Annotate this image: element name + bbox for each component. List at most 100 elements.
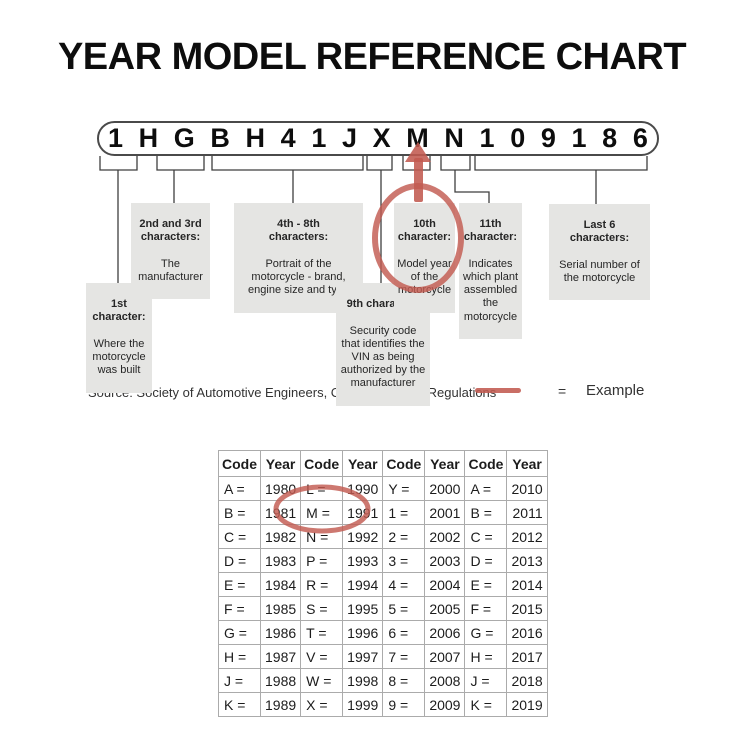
callout-body: Where the motorcycle was built: [92, 337, 146, 377]
example-label: Example: [586, 382, 645, 399]
callout-11th-character: 11th character: Indicates which plant as…: [459, 203, 522, 339]
table-cell: 1984: [259, 572, 302, 597]
table-body: A = 1980 L = 1990 Y = 2000 A = 2010 B = 1981 M = 19…: [218, 476, 548, 717]
equals-sign: =: [558, 383, 567, 399]
vin-character: 1: [108, 123, 124, 153]
table-cell: M =: [300, 500, 344, 525]
vin-character: J: [341, 123, 358, 153]
vin-character: 4: [280, 123, 296, 153]
table-cell: 1992: [342, 524, 384, 549]
vin-character: B: [210, 123, 230, 153]
table-cell: 1985: [259, 596, 302, 621]
table-cell: 2005: [424, 596, 466, 621]
callout-heading: 4th - 8th characters:: [268, 218, 329, 244]
table-cell: 2012: [506, 524, 548, 549]
table-cell: 2016: [506, 620, 548, 645]
callout-heading: 2nd and 3rd characters:: [139, 218, 202, 244]
table-cell: R =: [300, 572, 344, 597]
callout-10th-character: 10th character: Model year of the motorc…: [394, 203, 455, 313]
vin-character: 1: [479, 123, 495, 153]
table-cell: L =: [300, 476, 344, 501]
table-cell: 1 =: [382, 500, 426, 525]
table-cell: 1997: [342, 644, 384, 669]
table-cell: F =: [218, 596, 261, 621]
table-cell: A =: [464, 476, 508, 501]
table-cell: 1994: [342, 572, 384, 597]
table-cell: 2007: [424, 644, 466, 669]
highlight-arrow-stem: [414, 158, 423, 202]
vin-character: M: [406, 123, 429, 153]
table-cell: X =: [300, 692, 344, 717]
table-cell: E =: [218, 572, 261, 597]
callout-heading: 1st character:: [92, 298, 146, 324]
table-cell: G =: [218, 620, 261, 645]
table-cell: 2018: [506, 668, 548, 693]
table-cell: 1989: [259, 692, 302, 717]
table-cell: 1996: [342, 620, 384, 645]
callout-body: Security code that identifies the VIN as…: [340, 324, 426, 390]
callout-body: Model year of the motorcycle: [397, 257, 452, 297]
callout-2nd-3rd-characters: 2nd and 3rd characters: The manufacturer: [131, 203, 210, 300]
table-cell: W =: [300, 668, 344, 693]
table-header-cell: Year: [424, 450, 466, 477]
table-cell: 1980: [259, 476, 302, 501]
table-row: F = 1985 S = 1995 5 = 2005 F = 2015: [218, 596, 548, 621]
table-row: H = 1987 V = 1997 7 = 2007 H = 2017: [218, 644, 548, 669]
table-cell: 2019: [506, 692, 548, 717]
callout-body: Serial number of the motorcycle: [559, 258, 640, 284]
table-cell: 2013: [506, 548, 548, 573]
callout-heading: 10th character:: [397, 218, 452, 244]
table-row: K = 1989 X = 1999 9 = 2009 K = 2019: [218, 692, 548, 717]
table-header-cell: Code: [382, 450, 426, 477]
vin-character: G: [173, 123, 195, 153]
table-cell: 4 =: [382, 572, 426, 597]
table-cell: A =: [218, 476, 261, 501]
table-cell: B =: [464, 500, 508, 525]
table-head: Code Year Code Year Code Year Code Year: [218, 450, 548, 477]
table-cell: Y =: [382, 476, 426, 501]
table-cell: K =: [218, 692, 261, 717]
vin-character: 0: [510, 123, 526, 153]
table-cell: 5 =: [382, 596, 426, 621]
callout-body: The manufacturer: [138, 257, 203, 283]
table-cell: 2002: [424, 524, 466, 549]
vin-character: 8: [602, 123, 618, 153]
vin-character: H: [138, 123, 159, 153]
table-cell: 1990: [342, 476, 384, 501]
table-header-cell: Code: [218, 450, 261, 477]
table-cell: 8 =: [382, 668, 426, 693]
table-row: D = 1983 P = 1993 3 = 2003 D = 2013: [218, 548, 548, 573]
vin-character: 9: [540, 123, 556, 153]
table-cell: 2010: [506, 476, 548, 501]
table-cell: 2 =: [382, 524, 426, 549]
table-cell: K =: [464, 692, 508, 717]
table-cell: D =: [464, 548, 508, 573]
vin-character: X: [372, 123, 391, 153]
table-cell: B =: [218, 500, 261, 525]
table-cell: 1987: [259, 644, 302, 669]
table-row: E = 1984 R = 1994 4 = 2004 E = 2014: [218, 572, 548, 597]
vin-character: 1: [311, 123, 327, 153]
table-cell: V =: [300, 644, 344, 669]
table-cell: H =: [464, 644, 508, 669]
table-row: C = 1982 N = 1992 2 = 2002 C = 2012: [218, 524, 548, 549]
vin-character: 1: [571, 123, 587, 153]
year-code-table: Code Year Code Year Code Year Code Year …: [218, 450, 548, 717]
table-cell: C =: [218, 524, 261, 549]
table-cell: 1995: [342, 596, 384, 621]
table-cell: E =: [464, 572, 508, 597]
table-cell: 2003: [424, 548, 466, 573]
table-row: G = 1986 T = 1996 6 = 2006 G = 2016: [218, 620, 548, 645]
table-header-cell: Year: [259, 450, 302, 477]
table-cell: 2008: [424, 668, 466, 693]
table-cell: J =: [218, 668, 261, 693]
table-cell: 1998: [342, 668, 384, 693]
table-cell: 6 =: [382, 620, 426, 645]
table-cell: 2004: [424, 572, 466, 597]
table-cell: 2009: [424, 692, 466, 717]
table-cell: T =: [300, 620, 344, 645]
callout-heading: Last 6 characters:: [569, 219, 630, 245]
callout-1st-character: 1st character: Where the motorcycle was …: [86, 283, 152, 393]
table-cell: 2000: [424, 476, 466, 501]
